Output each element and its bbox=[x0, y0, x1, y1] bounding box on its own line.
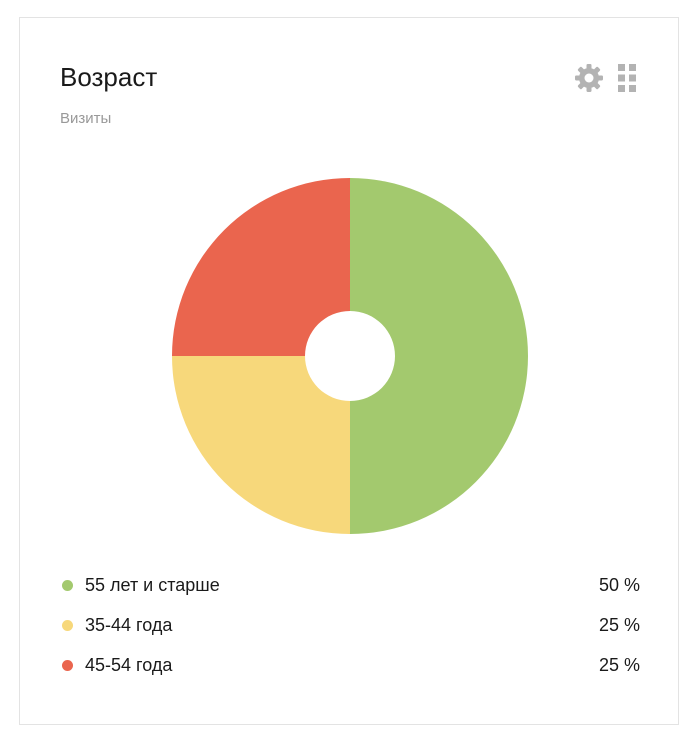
legend-value: 25 % bbox=[598, 655, 640, 675]
settings-button[interactable] bbox=[573, 62, 605, 94]
legend-value: 50 % bbox=[598, 575, 640, 595]
legend-label: 55 лет и старше bbox=[85, 575, 220, 595]
legend-swatch bbox=[62, 660, 73, 671]
drag-handle-icon bbox=[618, 64, 636, 92]
gear-icon bbox=[575, 64, 603, 92]
widget-title: Возраст bbox=[60, 62, 158, 92]
pie-slice[interactable] bbox=[172, 356, 350, 534]
legend-value: 25 % bbox=[598, 615, 640, 635]
legend-swatch bbox=[62, 620, 73, 631]
legend-item[interactable]: 45-54 года 25 % bbox=[60, 651, 640, 691]
legend-label: 35-44 года bbox=[85, 615, 173, 635]
pie-slice[interactable] bbox=[350, 178, 528, 534]
widget-card: Возраст Визиты 55 лет и bbox=[19, 17, 679, 725]
legend-swatch bbox=[62, 580, 73, 591]
pie-slice[interactable] bbox=[172, 178, 350, 356]
legend-item[interactable]: 35-44 года 25 % bbox=[60, 611, 640, 651]
legend-label: 45-54 года bbox=[85, 655, 173, 675]
chart-legend: 55 лет и старше 50 % 35-44 года 25 % 45-54 г… bbox=[60, 571, 640, 691]
legend-item[interactable]: 55 лет и старше 50 % bbox=[60, 571, 640, 611]
widget-subtitle: Визиты bbox=[60, 110, 112, 127]
pie-chart bbox=[172, 178, 528, 534]
drag-handle-button[interactable] bbox=[616, 63, 638, 93]
